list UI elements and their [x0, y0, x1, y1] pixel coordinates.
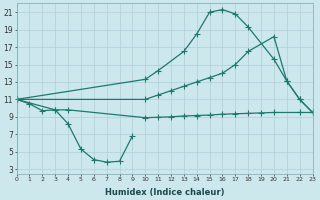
X-axis label: Humidex (Indice chaleur): Humidex (Indice chaleur): [105, 188, 224, 197]
